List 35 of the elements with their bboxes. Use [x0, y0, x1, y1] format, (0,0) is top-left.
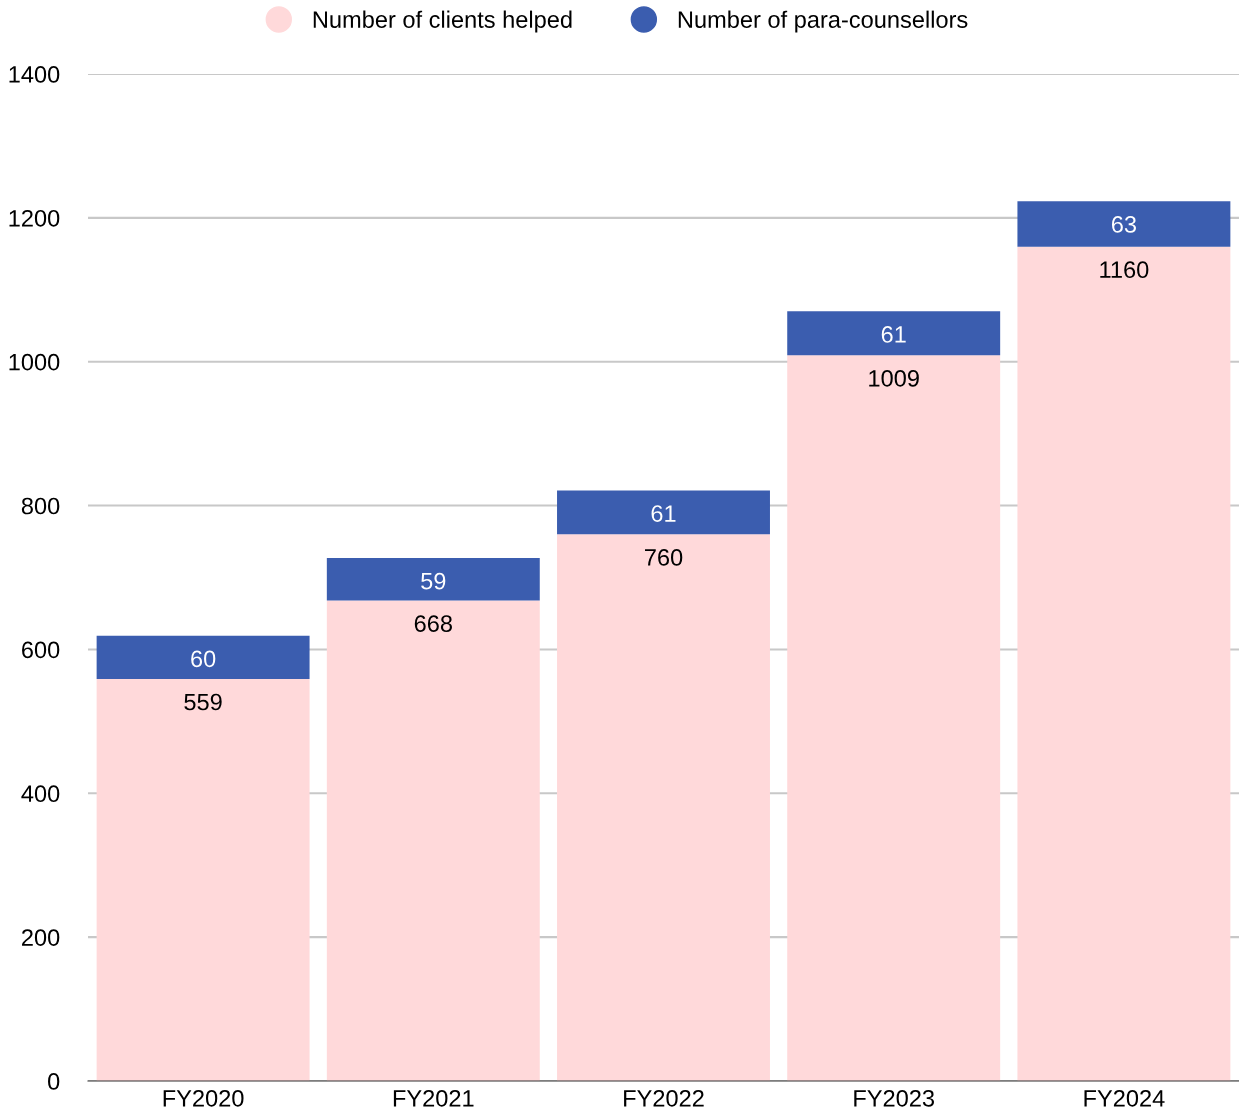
- bar: [1017, 201, 1231, 247]
- bar: [96, 678, 310, 1081]
- data-label: 1009: [869, 369, 919, 387]
- bar: [1017, 246, 1231, 1081]
- legend-label: Number of para-counsellors: [678, 10, 968, 33]
- y-tick-label: 0: [48, 1073, 60, 1090]
- y-tick-label: 1200: [9, 209, 60, 227]
- data-label: 760: [645, 549, 683, 566]
- data-label: 559: [184, 693, 222, 711]
- x-tick-label: FY2020: [163, 1089, 244, 1107]
- y-tick-label: 1400: [9, 66, 60, 83]
- data-label: 1160: [1100, 261, 1149, 279]
- y-tick-label: 800: [21, 497, 60, 515]
- x-tick-label: FY2022: [624, 1089, 704, 1107]
- data-label: 61: [881, 326, 906, 343]
- y-tick-label: 400: [21, 785, 60, 803]
- x-tick-label: FY2024: [1084, 1089, 1165, 1107]
- x-tick-label: FY2021: [393, 1089, 474, 1107]
- data-label: 59: [421, 572, 446, 590]
- y-tick-label: 1000: [9, 353, 60, 371]
- data-label: 668: [414, 615, 452, 632]
- bar: [326, 558, 540, 601]
- bar: [326, 600, 540, 1081]
- bar: [787, 355, 1001, 1081]
- bar: [557, 534, 770, 1081]
- y-tick-label: 200: [22, 929, 60, 946]
- data-label: 61: [651, 505, 676, 522]
- bar: [787, 311, 1001, 356]
- data-label: 63: [1111, 216, 1136, 233]
- y-tick-label: 600: [22, 641, 60, 659]
- data-label: 60: [191, 650, 216, 668]
- legend-label: Number of clients helped: [313, 10, 572, 33]
- x-tick-label: FY2023: [854, 1089, 935, 1107]
- bar: [557, 490, 770, 535]
- bar: [96, 635, 310, 679]
